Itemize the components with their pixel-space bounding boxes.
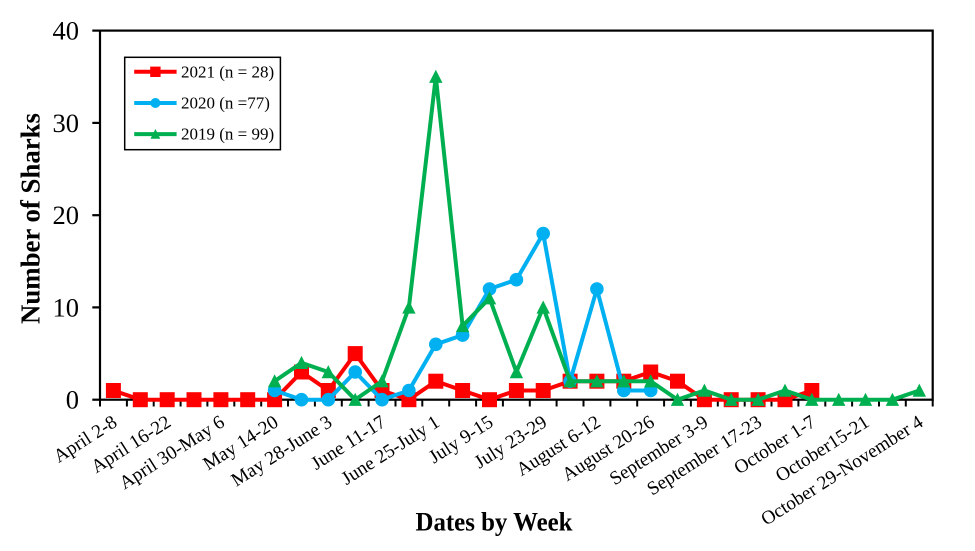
- svg-text:2021 (n = 28): 2021 (n = 28): [181, 62, 274, 81]
- svg-text:10: 10: [53, 292, 80, 322]
- svg-text:20: 20: [53, 200, 80, 230]
- svg-text:0: 0: [66, 385, 79, 415]
- svg-text:Dates by Week: Dates by Week: [416, 507, 573, 537]
- svg-text:30: 30: [53, 108, 80, 138]
- svg-text:40: 40: [53, 16, 80, 46]
- svg-text:2020 (n =77): 2020 (n =77): [181, 94, 270, 113]
- svg-text:Number of Sharks: Number of Sharks: [16, 113, 46, 324]
- svg-text:2019 (n = 99): 2019 (n = 99): [181, 125, 274, 144]
